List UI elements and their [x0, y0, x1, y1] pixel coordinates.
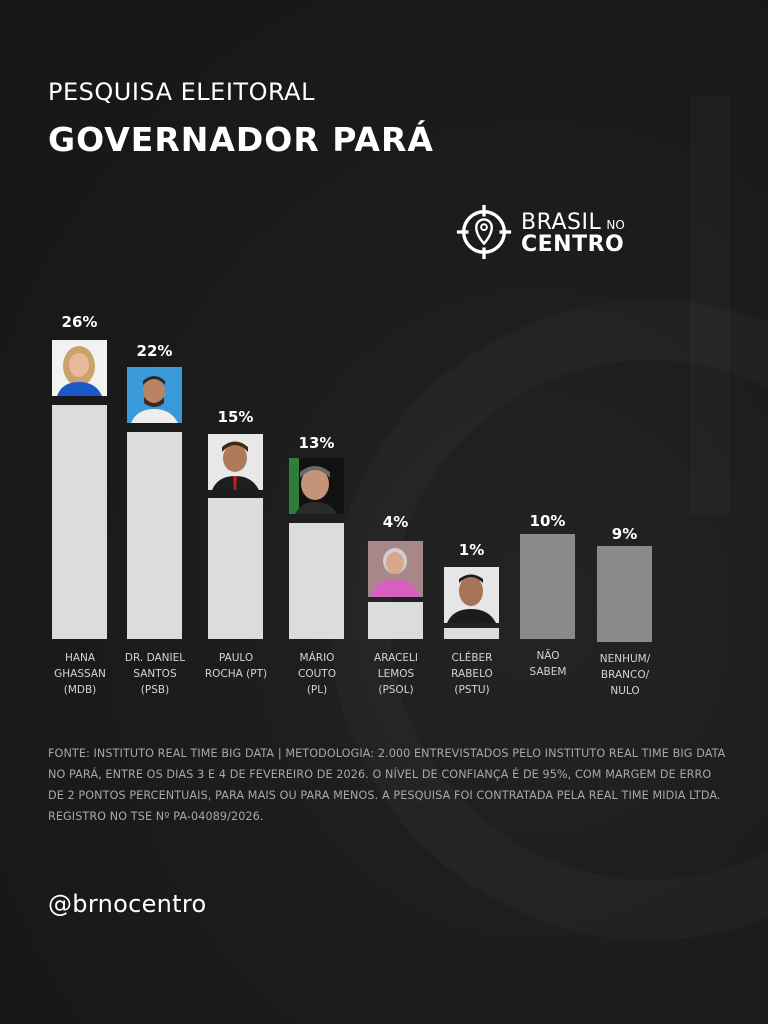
methodology-footnote: FONTE: INSTITUTO REAL TIME BIG DATA | ME…	[48, 747, 726, 823]
page-title: GOVERNADOR PARÁ	[48, 120, 434, 159]
value-label: 22%	[136, 342, 173, 360]
logo-text-brasil: BRASIL	[521, 210, 602, 235]
value-label: 1%	[458, 541, 485, 559]
value-label: 13%	[298, 434, 335, 452]
background-bar-decoration	[690, 95, 730, 515]
candidate-label: CLÉBER RABELO (PSTU)	[451, 652, 493, 696]
bar	[208, 498, 263, 639]
candidate-label: HANA GHASSAN (MDB)	[54, 652, 106, 696]
subtitle: PESQUISA ELEITORAL	[48, 78, 315, 106]
bar	[368, 602, 423, 639]
value-label: 26%	[61, 313, 98, 331]
category-label: NÃO SABEM	[529, 650, 567, 678]
category-label: NENHUM/ BRANCO/ NULO	[599, 653, 651, 697]
social-handle: @brnocentro	[48, 890, 207, 918]
bar	[520, 534, 575, 639]
value-label: 9%	[611, 525, 638, 543]
candidate-photo-mario-couto	[289, 458, 344, 514]
candidate-photo-paulo-rocha	[208, 434, 263, 490]
bar	[289, 523, 344, 639]
logo-text-centro: CENTRO	[521, 232, 625, 257]
candidate-label: ARACELI LEMOS (PSOL)	[374, 652, 418, 696]
candidate-photo-daniel-santos	[127, 367, 182, 423]
logo-text-no: NO	[606, 218, 625, 232]
candidate-label: PAULO ROCHA (PT)	[204, 652, 268, 680]
value-label: 10%	[529, 512, 566, 530]
candidate-photo-hana-ghassan	[52, 340, 107, 396]
bar	[597, 546, 652, 642]
candidate-label: DR. DANIEL SANTOS (PSB)	[124, 652, 186, 696]
candidate-photo-araceli-lemos	[368, 541, 423, 597]
candidate-photo-cleber-rabelo	[444, 567, 499, 623]
bar	[444, 628, 499, 639]
value-label: 4%	[382, 513, 409, 531]
bar	[52, 405, 107, 639]
bar	[127, 432, 182, 639]
candidate-label: MÁRIO COUTO (PL)	[298, 652, 336, 696]
brand-logo: BRASIL NO CENTRO	[455, 203, 625, 265]
crosshair-pin-icon	[455, 203, 513, 265]
value-label: 15%	[217, 408, 254, 426]
